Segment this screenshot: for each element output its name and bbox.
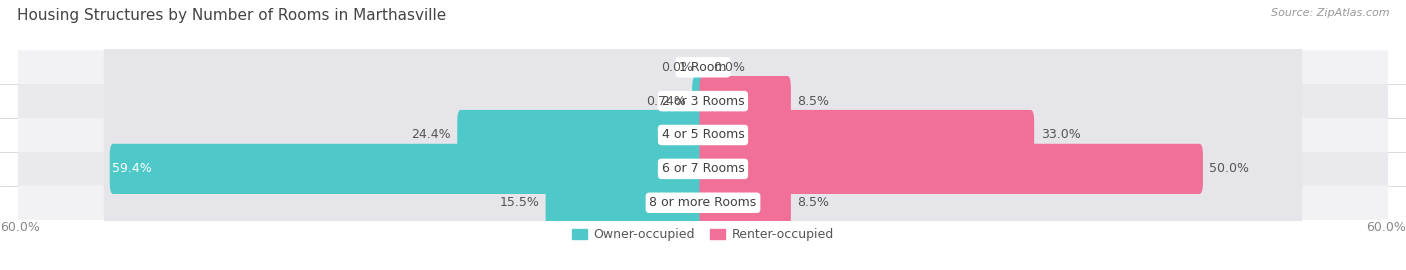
FancyBboxPatch shape [110,144,706,194]
Text: 8.5%: 8.5% [797,196,830,209]
Text: Source: ZipAtlas.com: Source: ZipAtlas.com [1271,8,1389,18]
FancyBboxPatch shape [18,50,1388,84]
FancyBboxPatch shape [457,110,706,160]
Text: 1 Room: 1 Room [679,61,727,74]
FancyBboxPatch shape [700,76,792,126]
Text: Housing Structures by Number of Rooms in Marthasville: Housing Structures by Number of Rooms in… [17,8,446,23]
FancyBboxPatch shape [546,178,706,228]
FancyBboxPatch shape [18,84,1388,118]
Text: 0.74%: 0.74% [645,94,686,108]
FancyBboxPatch shape [692,76,706,126]
Text: 8 or more Rooms: 8 or more Rooms [650,196,756,209]
FancyBboxPatch shape [104,144,1302,194]
FancyBboxPatch shape [700,144,1204,194]
FancyBboxPatch shape [104,178,1302,228]
FancyBboxPatch shape [700,110,1035,160]
Text: 50.0%: 50.0% [1209,162,1250,176]
FancyBboxPatch shape [18,118,1388,152]
Text: 24.4%: 24.4% [411,129,451,141]
Text: 4 or 5 Rooms: 4 or 5 Rooms [662,129,744,141]
Text: 59.4%: 59.4% [112,162,152,176]
FancyBboxPatch shape [104,76,1302,126]
Text: 0.0%: 0.0% [713,61,745,74]
FancyBboxPatch shape [18,186,1388,220]
Text: 6 or 7 Rooms: 6 or 7 Rooms [662,162,744,176]
Text: 15.5%: 15.5% [499,196,538,209]
FancyBboxPatch shape [18,152,1388,186]
Text: 2 or 3 Rooms: 2 or 3 Rooms [662,94,744,108]
Text: 33.0%: 33.0% [1040,129,1080,141]
Text: 60.0%: 60.0% [1367,221,1406,234]
Text: 60.0%: 60.0% [0,221,39,234]
FancyBboxPatch shape [104,42,1302,92]
Text: 8.5%: 8.5% [797,94,830,108]
FancyBboxPatch shape [700,178,792,228]
FancyBboxPatch shape [104,110,1302,160]
Legend: Owner-occupied, Renter-occupied: Owner-occupied, Renter-occupied [568,223,838,246]
Text: 0.0%: 0.0% [661,61,693,74]
